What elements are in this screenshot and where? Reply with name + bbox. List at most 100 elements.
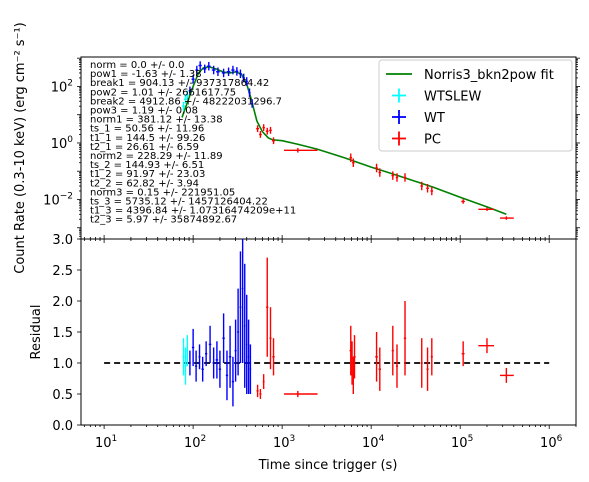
residual-point-wt <box>198 344 201 370</box>
data-point-pc <box>375 163 378 173</box>
residual-point-wt <box>249 344 252 394</box>
residual-point-wt <box>218 350 222 388</box>
y-tick-label: 3.0 <box>52 233 73 248</box>
legend-label: WTSLEW <box>424 90 482 105</box>
residual-point-pc <box>284 390 318 398</box>
data-point-pc <box>426 184 429 193</box>
fit-parameter-label: t2_1 = 26.61 +/- 6.59 <box>90 142 199 153</box>
residual-point-wt <box>205 341 208 367</box>
x-tick-label: 101 <box>95 434 117 451</box>
x-tick-label: 104 <box>362 434 385 451</box>
legend-item: Norris3_bkn2pow fit <box>386 68 554 83</box>
data-point-pc <box>352 158 355 167</box>
x-tick-label: 102 <box>184 434 206 451</box>
legend-item: PC <box>392 131 441 148</box>
data-point-wt <box>195 65 199 75</box>
data-point-wt <box>191 74 195 84</box>
data-point-pc <box>349 153 353 162</box>
fit-parameter-label: break1 = 904.13 +/- 937317864.42 <box>90 78 269 89</box>
legend: Norris3_bkn2pow fit WTSLEW WT PC <box>378 59 573 152</box>
data-point-pc <box>284 148 318 153</box>
residual-point-wt <box>191 328 195 367</box>
fit-parameter-label: norm3 = 0.15 +/- 221951.05 <box>90 187 235 198</box>
legend-label: WT <box>424 111 445 126</box>
data-point-pc <box>378 168 382 177</box>
residual-point-wt <box>247 319 250 394</box>
data-point-pc <box>269 126 272 134</box>
residual-point-pc <box>259 389 262 399</box>
data-point-wt <box>216 67 220 77</box>
data-point-wt <box>242 73 245 83</box>
residual-point-pc <box>266 257 269 357</box>
data-point-pc <box>265 127 269 135</box>
y-tick-label: 0.0 <box>52 419 73 434</box>
data-point-pc <box>478 207 495 211</box>
data-point-wt <box>221 68 226 78</box>
residual-point-pc <box>395 344 398 388</box>
residual-point-wt <box>231 356 235 407</box>
data-point-pc <box>256 125 260 133</box>
data-point-wtslew <box>184 95 187 104</box>
data-point-wt <box>231 65 235 75</box>
legend-item: WT <box>392 110 445 126</box>
y-tick-label: 1.0 <box>52 357 73 372</box>
residual-point-wt <box>201 356 204 382</box>
residual-point-wt <box>234 319 237 382</box>
residual-point-pc <box>272 338 275 376</box>
fit-parameter-label: ts_2 = 144.93 +/- 6.51 <box>90 160 204 171</box>
residual-point-wt <box>237 288 240 376</box>
fit-parameter-label: pow2 = 1.01 +/- 2661617.75 <box>90 87 236 98</box>
fit-parameter-label: ts_1 = 50.56 +/- 11.96 <box>90 124 204 135</box>
data-point-pc <box>403 173 407 182</box>
residual-point-wt <box>208 325 212 363</box>
x-ticks: 101 102 103 104 105 106 <box>83 235 577 451</box>
fit-parameter-label: t1_2 = 91.97 +/- 23.03 <box>90 169 205 180</box>
fit-parameter-label: norm = 0.0 +/- 0.0 <box>90 60 184 71</box>
data-point-pc <box>259 131 262 138</box>
data-point-pc <box>262 124 265 131</box>
residual-point-wtslew <box>184 347 187 385</box>
fit-parameter-label: ts_3 = 5735.12 +/- 1457126404.22 <box>90 197 268 208</box>
x-tick-label: 105 <box>451 434 473 451</box>
data-point-wt <box>239 69 242 79</box>
residual-point-pc <box>391 325 394 376</box>
residual-point-pc <box>375 332 378 382</box>
fit-parameter-label: norm2 = 228.29 +/- 11.89 <box>90 151 223 162</box>
top-y-axis-title: Count Rate (0.3-10 keV) (erg cm⁻² s⁻¹) <box>13 22 28 273</box>
residual-point-wt <box>215 341 219 379</box>
legend-frame <box>378 59 573 152</box>
data-point-wt <box>245 77 248 86</box>
residual-point-wt <box>189 350 191 376</box>
y-tick-label: 102 <box>51 78 73 95</box>
residual-data-points <box>182 239 514 407</box>
residual-point-wt <box>222 313 225 363</box>
data-point-wt <box>248 88 251 97</box>
data-point-wt <box>188 86 192 96</box>
residual-point-pc <box>262 374 265 390</box>
residual-point-pc <box>426 347 429 391</box>
data-point-wt <box>202 64 207 74</box>
residual-point-pc <box>269 307 272 370</box>
data-point-pc <box>461 199 465 204</box>
residual-point-pc <box>353 335 356 379</box>
fit-parameter-label: norm1 = 381.12 +/- 13.38 <box>90 115 223 126</box>
y-tick-label: 2.5 <box>52 264 73 279</box>
residual-point-pc <box>378 347 382 391</box>
data-point-pc <box>395 173 399 182</box>
y-tick-label: 100 <box>51 135 74 152</box>
fit-parameter-label: t1_1 = 144.5 +/- 99.26 <box>90 133 205 144</box>
residual-point-pc <box>420 338 423 388</box>
residual-point-wt <box>195 350 198 382</box>
legend-label: Norris3_bkn2pow fit <box>424 68 554 83</box>
residual-point-pc <box>403 301 407 376</box>
x-tick-label: 106 <box>540 434 563 451</box>
y-tick-label: 1.5 <box>52 326 73 341</box>
x-axis-title: Time since trigger (s) <box>258 458 398 473</box>
residual-point-pc <box>478 338 495 354</box>
residual-point-wt <box>241 239 244 363</box>
data-point-pc <box>391 171 395 180</box>
data-point-wtslew <box>182 101 185 111</box>
data-point-wt <box>226 67 231 77</box>
